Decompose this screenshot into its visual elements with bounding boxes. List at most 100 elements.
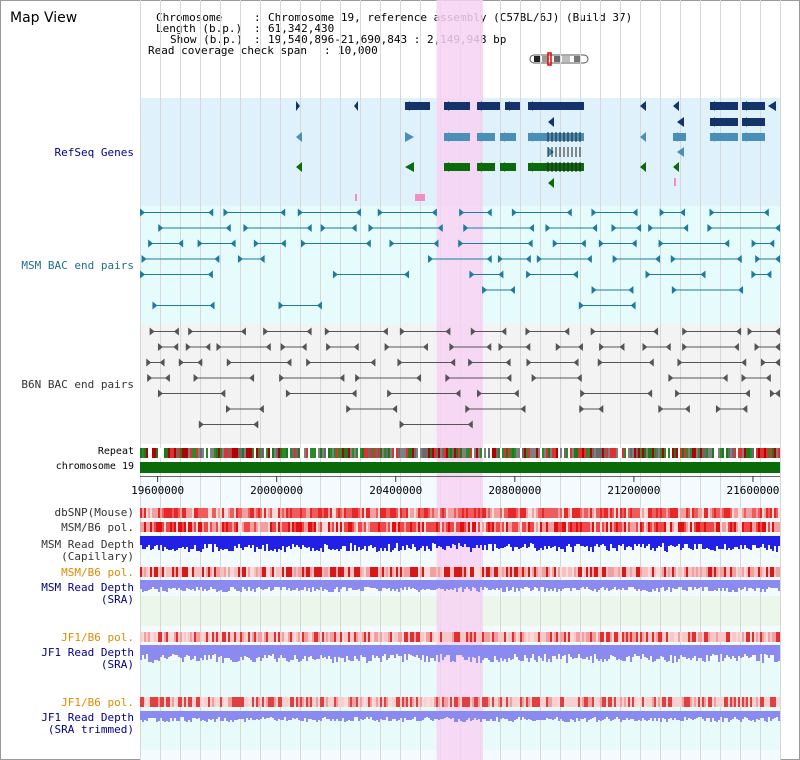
msm-b6-pol-heat-cell <box>710 522 712 532</box>
msm-depth-cap-bar <box>660 536 662 547</box>
repeat-segment <box>364 448 366 458</box>
b6n-bac-end-icon <box>647 389 653 398</box>
jf1-depth-sra-bar <box>298 645 300 662</box>
msm-depth-cap-bar <box>580 536 582 546</box>
jf1-depth-trim-bar <box>620 711 622 722</box>
dbsnp-heat-cell <box>300 508 302 518</box>
msm-depth-sra-bar <box>540 580 542 587</box>
jf1-b6-pol-heat-cell <box>450 632 452 642</box>
msm-depth-sra-bar <box>572 580 574 588</box>
jf1-depth-sra-bar <box>184 645 186 657</box>
msm-depth-sra-bar <box>504 580 506 592</box>
msm-b6-pol-heat-cell <box>186 522 188 532</box>
jf1-depth-sra-bar <box>486 645 488 658</box>
jf1-b6-pol2-heat-cell <box>204 697 206 707</box>
jf1-b6-pol2-heat-cell <box>658 697 660 707</box>
dbsnp-heat-cell <box>278 508 280 518</box>
jf1-depth-trim-bar <box>706 711 708 718</box>
msm-b6-pol-heat-cell <box>464 522 466 532</box>
msm-b6-pol-heat-cell <box>246 522 248 532</box>
dbsnp-heat-cell <box>614 508 616 518</box>
msm-b6-pol2-heat-cell <box>590 567 592 577</box>
jf1-depth-trim-bar <box>644 711 646 720</box>
jf1-depth-sra-bar <box>474 645 476 658</box>
msm-depth-sra-bar <box>548 580 550 591</box>
dbsnp-heat-cell <box>336 508 338 518</box>
b6n-bac-end-icon <box>580 389 586 398</box>
msm-bac-end-icon <box>368 224 374 232</box>
jf1-b6-pol-heat-cell <box>274 632 276 642</box>
msm-b6-pol-heat-cell <box>726 522 728 532</box>
jf1-depth-trim-bar <box>286 711 288 721</box>
msm-b6-pol-heat-cell <box>614 522 616 532</box>
b6n-bac-end-icon <box>733 343 739 351</box>
msm-depth-sra-bar <box>352 580 354 590</box>
dbsnp-heat-cell <box>492 508 494 518</box>
msm-depth-sra-bar <box>662 580 664 587</box>
jf1-b6-pol2-heat-cell <box>252 697 254 707</box>
jf1-b6-pol-heat-cell <box>666 632 668 642</box>
msm-depth-cap-label-1: MSM Read Depth <box>41 538 134 551</box>
dbsnp-heat-cell <box>584 508 586 518</box>
msm-b6-pol-heat-cell <box>712 522 714 532</box>
jf1-b6-pol-heat-cell <box>242 632 244 642</box>
msm-b6-pol2-heat-cell <box>208 567 210 577</box>
msm-b6-pol2-heat-cell <box>348 567 350 577</box>
jf1-b6-pol-heat-cell <box>376 632 378 642</box>
jf1-b6-pol-heat-cell <box>578 632 580 642</box>
msm-bac-end-icon <box>280 208 286 217</box>
msm-depth-sra-bar <box>552 580 554 591</box>
axis-tick-label: 20400000 <box>369 484 422 497</box>
repeat-segment <box>420 448 422 458</box>
dbsnp-heat-cell <box>478 508 480 518</box>
b6n-bac-end-icon <box>157 343 163 351</box>
jf1-b6-pol-heat-cell <box>446 632 448 642</box>
msm-depth-cap-bar <box>444 536 446 550</box>
msm-depth-sra-bar <box>148 580 150 590</box>
msm-depth-cap-bar <box>696 536 698 549</box>
jf1-depth-sra-bar <box>426 645 428 656</box>
jf1-depth-sra-bar <box>292 645 294 660</box>
jf1-b6-pol2-heat-cell <box>536 697 538 707</box>
dbsnp-heat-cell <box>294 508 296 518</box>
msm-depth-sra-bar <box>236 580 238 591</box>
jf1-b6-pol-heat-cell <box>156 632 158 642</box>
msm-b6-pol2-heat-cell <box>534 567 536 577</box>
jf1-b6-pol-heat-cell <box>162 632 164 642</box>
jf1-depth-trim-bar <box>328 711 330 719</box>
msm-b6-pol-heat-cell <box>644 522 646 532</box>
repeat-segment <box>724 448 726 458</box>
msm-depth-sra-bar <box>574 580 576 588</box>
jf1-depth-sra-bar <box>562 645 564 656</box>
msm-depth-sra-bar <box>170 580 172 589</box>
msm-depth-sra-bar <box>228 580 230 591</box>
dbsnp-heat-cell <box>254 508 256 518</box>
jf1-depth-sra-bar <box>160 645 162 657</box>
chromosome-ideogram-icon[interactable] <box>528 52 592 66</box>
jf1-depth-sra-bar <box>634 645 636 654</box>
repeat-segment <box>262 448 264 458</box>
msm-depth-sra-bar <box>390 580 392 591</box>
jf1-b6-pol-heat-cell <box>620 632 622 642</box>
dbsnp-heat-cell <box>444 508 446 518</box>
msm-depth-cap-bar <box>494 536 496 544</box>
msm-depth-sra-bar <box>168 580 170 588</box>
jf1-depth-trim-bar <box>386 711 388 717</box>
dbsnp-heat-cell <box>556 508 558 518</box>
dbsnp-heat-cell <box>766 508 768 518</box>
msm-b6-pol-heat-cell <box>744 522 746 532</box>
jf1-depth-sra-bar <box>352 645 354 661</box>
msm-b6-pol2-heat-cell <box>484 567 486 577</box>
dbsnp-heat-cell <box>538 508 540 518</box>
msm-depth-cap-bar <box>500 536 502 548</box>
dbsnp-heat-cell <box>368 508 370 518</box>
jf1-b6-pol-heat-cell <box>558 632 560 642</box>
dbsnp-heat-cell <box>398 508 400 518</box>
msm-depth-sra-bar <box>154 580 156 589</box>
repeat-segment <box>254 448 256 458</box>
jf1-depth-trim-bar <box>570 711 572 719</box>
dbsnp-heat-cell <box>700 508 702 518</box>
jf1-depth-trim-bar <box>198 711 200 718</box>
dbsnp-heat-cell <box>608 508 610 518</box>
